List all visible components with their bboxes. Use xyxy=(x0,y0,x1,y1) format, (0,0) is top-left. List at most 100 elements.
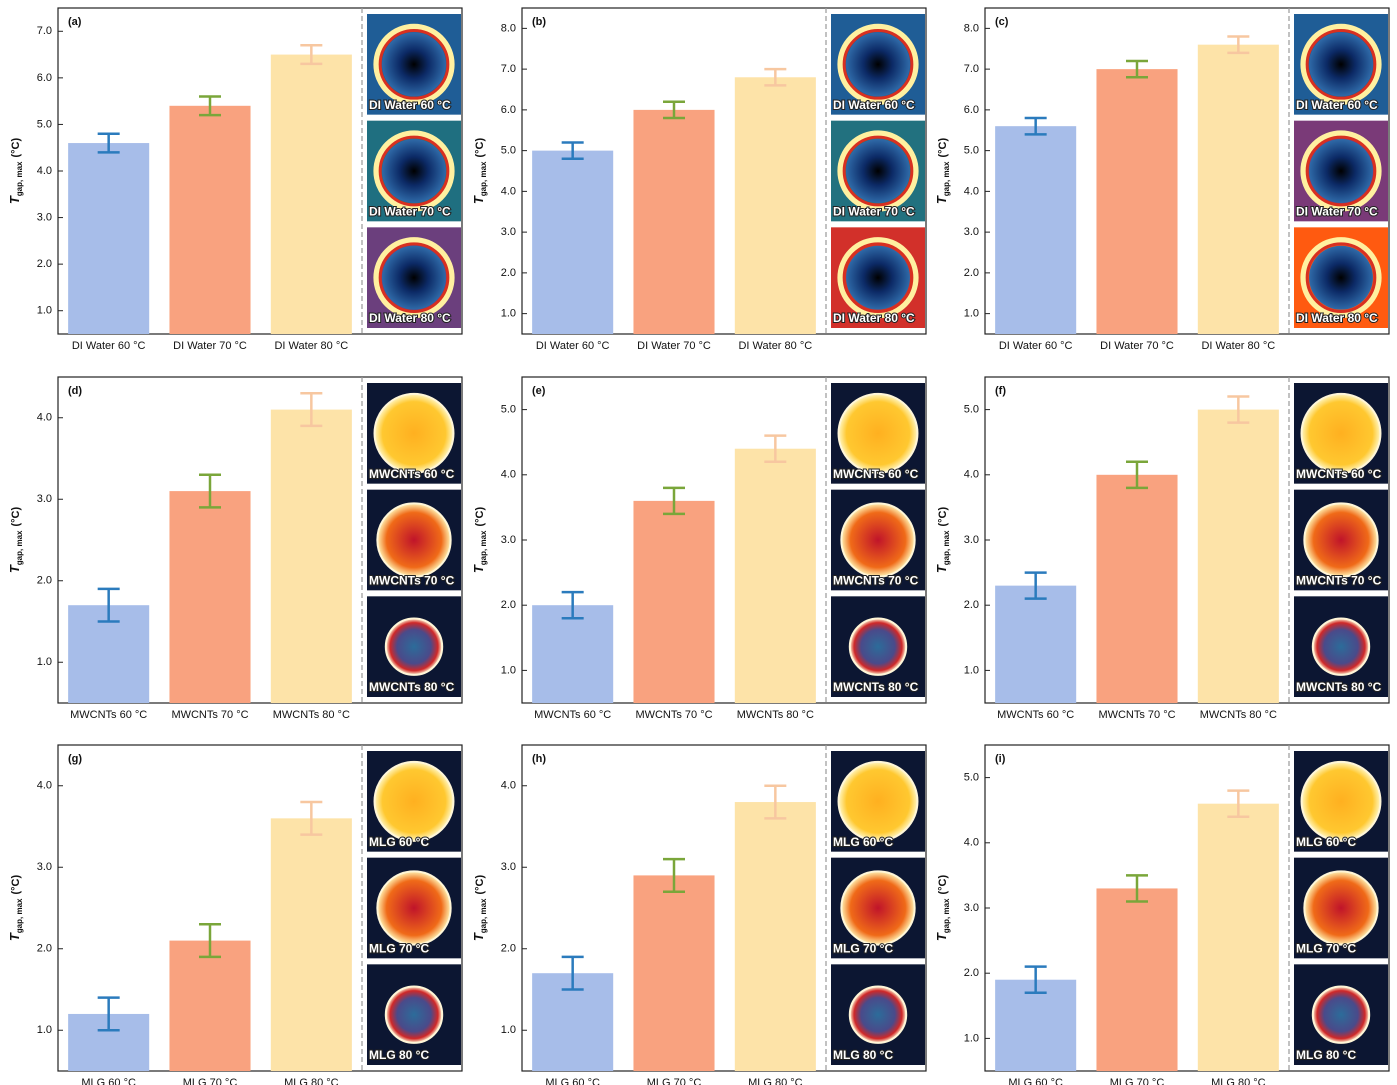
thermal-core xyxy=(846,246,910,310)
y-axis-label: Tgap, max(°C) xyxy=(7,138,24,205)
image-caption: MWCNTs 70 °C xyxy=(833,574,919,588)
figure: (a)1.02.03.04.05.06.07.0Tgap, max(°C)DI … xyxy=(0,0,1397,1085)
panel-label: (d) xyxy=(68,385,82,397)
y-tick-label: 3.0 xyxy=(501,226,516,238)
panel-label: (f) xyxy=(995,385,1006,397)
y-axis-unit: (°C) xyxy=(474,507,486,527)
y-tick-label: 1.0 xyxy=(37,1024,52,1036)
bar xyxy=(995,586,1076,703)
y-tick-label: 4.0 xyxy=(964,837,979,849)
bar xyxy=(271,410,352,703)
y-tick-label: 1.0 xyxy=(501,308,516,320)
y-axis-subscript: gap, max xyxy=(479,898,488,933)
y-tick-label: 4.0 xyxy=(964,185,979,197)
thermal-disc xyxy=(377,503,450,576)
x-tick-label: MWCNTs 70 °C xyxy=(635,709,712,721)
x-tick-label: DI Water 60 °C xyxy=(536,340,610,352)
x-tick-label: DI Water 70 °C xyxy=(1100,340,1174,352)
thermal-disc xyxy=(1302,762,1381,841)
y-axis-subscript: gap, max xyxy=(942,898,951,933)
thermal-core xyxy=(846,139,910,203)
x-tick-label: MWCNTs 70 °C xyxy=(1098,709,1175,721)
thermal-core xyxy=(1309,32,1373,96)
image-caption: MWCNTs 80 °C xyxy=(833,680,919,694)
panel-label: (e) xyxy=(532,385,546,397)
y-axis-label: Tgap, max(°C) xyxy=(934,875,951,942)
bar xyxy=(1096,69,1177,334)
image-caption: DI Water 70 °C xyxy=(369,205,451,219)
bar xyxy=(1096,475,1177,703)
y-axis-unit: (°C) xyxy=(10,875,22,895)
x-tick-label: MWCNTs 60 °C xyxy=(534,709,611,721)
x-tick-label: DI Water 80 °C xyxy=(274,340,348,352)
x-tick-label: MWCNTs 80 °C xyxy=(1200,709,1277,721)
y-tick-label: 1.0 xyxy=(964,664,979,676)
y-tick-label: 3.0 xyxy=(501,861,516,873)
image-caption: DI Water 60 °C xyxy=(369,98,451,112)
y-tick-label: 7.0 xyxy=(964,63,979,75)
y-axis-unit: (°C) xyxy=(10,138,22,158)
bar xyxy=(735,802,816,1071)
image-caption: DI Water 60 °C xyxy=(833,98,915,112)
y-axis-unit: (°C) xyxy=(474,875,486,895)
x-tick-label: MLG 70 °C xyxy=(183,1077,238,1085)
thermal-disc xyxy=(375,394,454,473)
bar xyxy=(735,77,816,334)
image-caption: MWCNTs 60 °C xyxy=(369,467,455,481)
x-tick-label: DI Water 80 °C xyxy=(1201,340,1275,352)
panel-label: (b) xyxy=(532,16,546,28)
image-caption: MLG 70 °C xyxy=(369,942,429,956)
image-caption: MWCNTs 70 °C xyxy=(369,574,455,588)
image-caption: DI Water 70 °C xyxy=(1296,205,1378,219)
x-tick-label: MLG 70 °C xyxy=(1110,1077,1165,1085)
image-caption: MLG 80 °C xyxy=(369,1048,429,1062)
y-axis-subscript: gap, max xyxy=(15,161,24,196)
y-tick-label: 3.0 xyxy=(37,211,52,223)
thermal-disc xyxy=(1304,503,1377,576)
thermal-disc xyxy=(839,394,918,473)
y-axis-unit: (°C) xyxy=(474,138,486,158)
y-tick-label: 5.0 xyxy=(964,772,979,784)
y-axis-unit: (°C) xyxy=(937,138,949,158)
y-tick-label: 1.0 xyxy=(37,656,52,668)
x-tick-label: DI Water 60 °C xyxy=(999,340,1073,352)
thermal-core xyxy=(382,139,446,203)
thermal-disc xyxy=(1304,871,1377,944)
y-tick-label: 8.0 xyxy=(964,22,979,34)
y-axis-subscript: gap, max xyxy=(479,530,488,565)
image-caption: MLG 80 °C xyxy=(1296,1048,1356,1062)
image-caption: MWCNTs 70 °C xyxy=(1296,574,1382,588)
thermal-disc xyxy=(1302,394,1381,473)
thermal-core xyxy=(382,32,446,96)
y-axis-label: Tgap, max(°C) xyxy=(471,507,488,574)
y-tick-label: 1.0 xyxy=(501,664,516,676)
y-tick-label: 2.0 xyxy=(501,943,516,955)
x-tick-label: MLG 60 °C xyxy=(545,1077,600,1085)
x-tick-label: DI Water 70 °C xyxy=(637,340,711,352)
y-axis-label: Tgap, max(°C) xyxy=(471,875,488,942)
panel-label: (c) xyxy=(995,16,1009,28)
x-tick-label: MWCNTs 80 °C xyxy=(273,709,350,721)
x-tick-label: MWCNTs 60 °C xyxy=(997,709,1074,721)
y-axis-label: Tgap, max(°C) xyxy=(934,507,951,574)
y-tick-label: 7.0 xyxy=(501,63,516,75)
image-caption: MLG 60 °C xyxy=(369,835,429,849)
thermal-disc xyxy=(375,762,454,841)
y-tick-label: 3.0 xyxy=(501,534,516,546)
thermal-disc xyxy=(386,618,442,674)
thermal-core xyxy=(1309,139,1373,203)
y-tick-label: 5.0 xyxy=(501,404,516,416)
y-tick-label: 3.0 xyxy=(964,226,979,238)
y-tick-label: 1.0 xyxy=(964,308,979,320)
bar xyxy=(271,55,352,334)
image-caption: MLG 60 °C xyxy=(1296,835,1356,849)
thermal-disc xyxy=(850,986,906,1042)
bar xyxy=(532,605,613,703)
y-tick-label: 6.0 xyxy=(37,72,52,84)
panel-label: (h) xyxy=(532,753,546,765)
image-caption: MWCNTs 60 °C xyxy=(1296,467,1382,481)
x-tick-label: MLG 60 °C xyxy=(81,1077,136,1085)
x-tick-label: MLG 80 °C xyxy=(748,1077,803,1085)
y-tick-label: 4.0 xyxy=(501,185,516,197)
image-caption: DI Water 80 °C xyxy=(369,311,451,325)
